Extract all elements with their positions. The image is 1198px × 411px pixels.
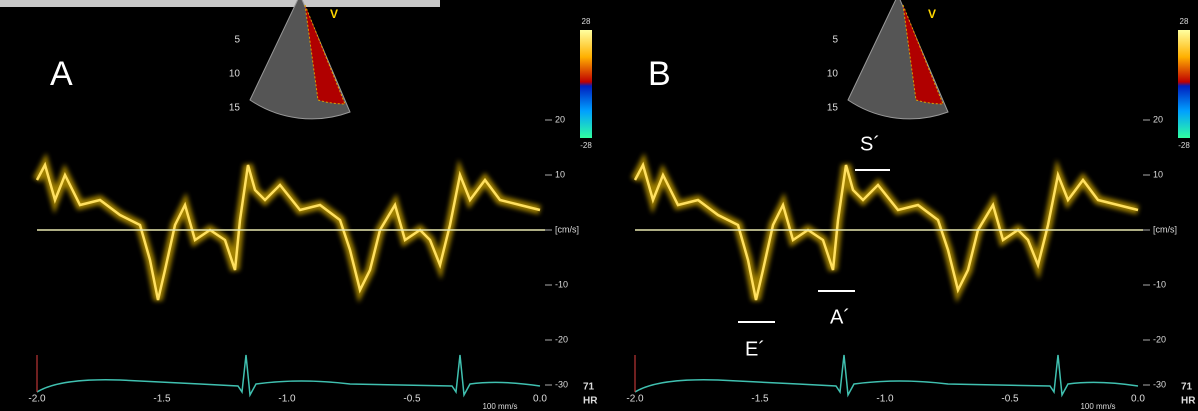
sweep-speed: 100 mm/s	[482, 402, 517, 411]
color-sector	[902, 4, 944, 105]
time-tick-label: -1.5	[153, 394, 171, 405]
heart-rate: 71	[1181, 382, 1193, 393]
probe-label: V	[928, 7, 936, 21]
velocity-tick-label: -30	[1153, 379, 1166, 389]
heart-rate-label: HR	[1181, 396, 1196, 407]
color-sector	[304, 4, 346, 105]
panel-label: B	[648, 55, 671, 93]
time-tick-label: -0.5	[1001, 394, 1019, 405]
depth-tick: 10	[229, 69, 241, 80]
velocity-tick-label: 20	[1153, 114, 1163, 124]
sweep-speed: 100 mm/s	[1080, 402, 1115, 411]
heart-rate-label: HR	[583, 396, 598, 407]
time-tick-label: -1.0	[278, 394, 296, 405]
probe-label: V	[330, 7, 338, 21]
time-tick-label: -1.5	[751, 394, 769, 405]
depth-tick: 10	[827, 69, 839, 80]
velocity-tick-label: [cm/s]	[555, 224, 579, 234]
color-bar	[580, 30, 592, 138]
velocity-tick-label: -10	[1153, 279, 1166, 289]
doppler-trace	[35, 161, 541, 301]
velocity-tick-label: -30	[555, 379, 568, 389]
time-tick-label: -0.5	[403, 394, 421, 405]
heart-rate: 71	[583, 382, 595, 393]
color-bar-top: 28	[1180, 17, 1189, 26]
depth-tick: 15	[229, 103, 241, 114]
doppler-trace	[633, 161, 1139, 301]
color-bar-bottom: -28	[1178, 141, 1190, 150]
velocity-tick-label: 20	[555, 114, 565, 124]
depth-tick: 15	[827, 103, 839, 114]
color-bar-bottom: -28	[580, 141, 592, 150]
time-tick-label: -2.0	[626, 394, 644, 405]
velocity-tick-label: 10	[1153, 169, 1163, 179]
velocity-tick-label: -10	[555, 279, 568, 289]
panel: V 5 10 15 B 28 -28 20 10 [cm/s] -10 -20 -30 -2.0 -1.5 -…	[626, 0, 1196, 411]
velocity-tick-label: -20	[1153, 334, 1166, 344]
time-tick-label: -2.0	[28, 394, 46, 405]
velocity-tick-label: 10	[555, 169, 565, 179]
velocity-tick-label: [cm/s]	[1153, 224, 1177, 234]
annotation: E´	[745, 338, 765, 360]
depth-tick: 5	[234, 35, 240, 46]
color-bar	[1178, 30, 1190, 138]
top-bar	[0, 0, 440, 7]
panel-label: A	[50, 55, 73, 93]
annotation: S´	[860, 133, 880, 155]
velocity-tick-label: -20	[555, 334, 568, 344]
time-tick-label: 0.0	[533, 394, 547, 405]
depth-tick: 5	[832, 35, 838, 46]
ecg-trace	[634, 354, 1139, 398]
time-tick-label: -1.0	[876, 394, 894, 405]
color-bar-top: 28	[582, 17, 591, 26]
time-tick-label: 0.0	[1131, 394, 1145, 405]
ecg-trace	[36, 354, 541, 398]
annotation: A´	[830, 306, 850, 328]
panel: V 5 10 15 A 28 -28 20 10 [cm/s] -10 -20 -30 -2.0 -1.5 -…	[28, 0, 598, 411]
